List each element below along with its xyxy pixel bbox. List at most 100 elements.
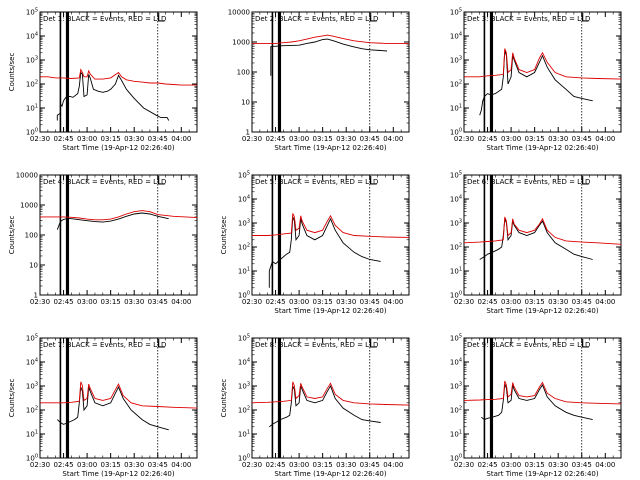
y-tick-label: 101 [450, 104, 462, 113]
y-tick-label: 104 [238, 358, 250, 367]
plot-frame [463, 337, 622, 459]
y-tick-label: 102 [450, 406, 462, 415]
x-axis-label: Start Time (19-Apr-12 02:26:40) [274, 144, 386, 152]
y-tick-label: 100 [26, 454, 38, 463]
x-tick-label: 03:15 [313, 135, 333, 143]
plot-frame [39, 337, 198, 459]
series-lld-line [40, 210, 198, 221]
detector-panel-4: 1 10 100 1000 10000 02:30 02:45 03:00 03:15 03:30… [8, 172, 198, 306]
series-lld-line [252, 213, 410, 238]
y-tick-label: 105 [26, 8, 38, 17]
series-lld-line [40, 68, 197, 86]
x-tick-label: 04:00 [383, 298, 403, 306]
x-tick-label: 04:00 [171, 135, 191, 143]
x-tick-label: 02:45 [53, 461, 73, 469]
y-tick-label: 104 [450, 32, 462, 41]
x-tick-label: 03:30 [548, 135, 568, 143]
series-lld-line [251, 381, 410, 406]
x-tick-label: 02:45 [265, 298, 285, 306]
y-tick-label: 104 [26, 32, 38, 41]
y-tick-label: 103 [26, 56, 38, 65]
y-tick-label: 105 [450, 334, 462, 343]
y-tick-label: 1000 [232, 39, 250, 47]
y-tick-label: 101 [238, 430, 250, 439]
x-tick-label: 02:45 [265, 461, 285, 469]
y-tick-label: 101 [450, 430, 462, 439]
x-tick-label: 03:15 [525, 461, 545, 469]
x-tick-label: 02:30 [454, 298, 474, 306]
x-tick-label: 02:45 [477, 135, 497, 143]
marker-bracket [370, 176, 377, 185]
y-tick-label: 10 [29, 262, 38, 270]
plot-frame [463, 11, 622, 133]
series-events-line [56, 212, 169, 230]
marker-bracket [158, 339, 165, 348]
x-tick-label: 03:15 [313, 298, 333, 306]
x-tick-label: 02:30 [242, 135, 262, 143]
panel-title: Det 1: BLACK = Events, RED = LLD [43, 15, 166, 23]
series-events-line [56, 386, 169, 431]
y-tick-label: 100 [450, 291, 462, 300]
series-events-line [270, 38, 388, 76]
y-tick-label: 1000 [20, 202, 38, 210]
y-tick-label: 100 [25, 232, 38, 240]
y-tick-label: 102 [238, 406, 250, 415]
x-tick-label: 03:00 [77, 135, 97, 143]
x-tick-label: 03:30 [336, 135, 356, 143]
panel-title: Det 5: BLACK = Events, RED = LLD [255, 178, 378, 186]
panel-title: Det 7: BLACK = Events, RED = LLD [43, 341, 166, 349]
y-tick-label: 103 [450, 219, 462, 228]
y-tick-label: 100 [450, 454, 462, 463]
marker-bracket [582, 339, 589, 348]
x-tick-label: 03:00 [289, 461, 309, 469]
y-tick-label: 101 [26, 430, 38, 439]
x-tick-label: 03:15 [101, 298, 121, 306]
x-tick-label: 04:00 [595, 298, 615, 306]
panel-title: Det 8: BLACK = Events, RED = LLD [255, 341, 378, 349]
series-events-line [481, 383, 593, 421]
x-tick-label: 02:45 [53, 135, 73, 143]
y-tick-label: 103 [238, 219, 250, 228]
x-axis-label: Start Time (19-Apr-12 02:26:40) [274, 470, 386, 478]
series-events-line [479, 218, 593, 260]
detector-panel-2: 1 10 100 1000 10000 02:30 02:45 03:00 03:15 03:30… [228, 9, 410, 152]
y-tick-label: 1 [34, 292, 38, 300]
series-lld-line [40, 381, 198, 409]
x-tick-label: 04:00 [383, 135, 403, 143]
y-tick-label: 105 [450, 171, 462, 180]
x-tick-label: 03:00 [501, 135, 521, 143]
x-axis-label: Start Time (19-Apr-12 02:26:40) [274, 307, 386, 315]
panel-title: Det 2: BLACK = Events, RED = LLD [255, 15, 378, 23]
x-tick-label: 03:30 [124, 298, 144, 306]
series-events-line [269, 384, 381, 428]
y-tick-label: 101 [26, 104, 38, 113]
x-tick-label: 03:30 [124, 135, 144, 143]
x-axis-label: Start Time (19-Apr-12 02:26:40) [486, 307, 598, 315]
y-axis-label: Counts/sec [220, 216, 228, 255]
y-axis-label: Counts/sec [8, 379, 16, 418]
x-tick-label: 04:00 [383, 461, 403, 469]
x-tick-label: 02:30 [30, 298, 50, 306]
series-events-line [268, 216, 381, 288]
y-tick-label: 105 [238, 171, 250, 180]
x-tick-label: 03:00 [501, 461, 521, 469]
y-tick-label: 103 [26, 382, 38, 391]
series-events-line [479, 50, 593, 116]
y-tick-label: 103 [450, 382, 462, 391]
x-tick-label: 02:30 [242, 461, 262, 469]
y-tick-label: 101 [450, 267, 462, 276]
series-lld-line [463, 380, 622, 405]
x-tick-label: 02:30 [30, 461, 50, 469]
plot-frame [251, 11, 410, 133]
y-tick-label: 103 [450, 56, 462, 65]
y-tick-label: 104 [238, 195, 250, 204]
x-tick-label: 03:30 [336, 298, 356, 306]
x-tick-label: 02:30 [30, 135, 50, 143]
x-tick-label: 02:45 [265, 135, 285, 143]
